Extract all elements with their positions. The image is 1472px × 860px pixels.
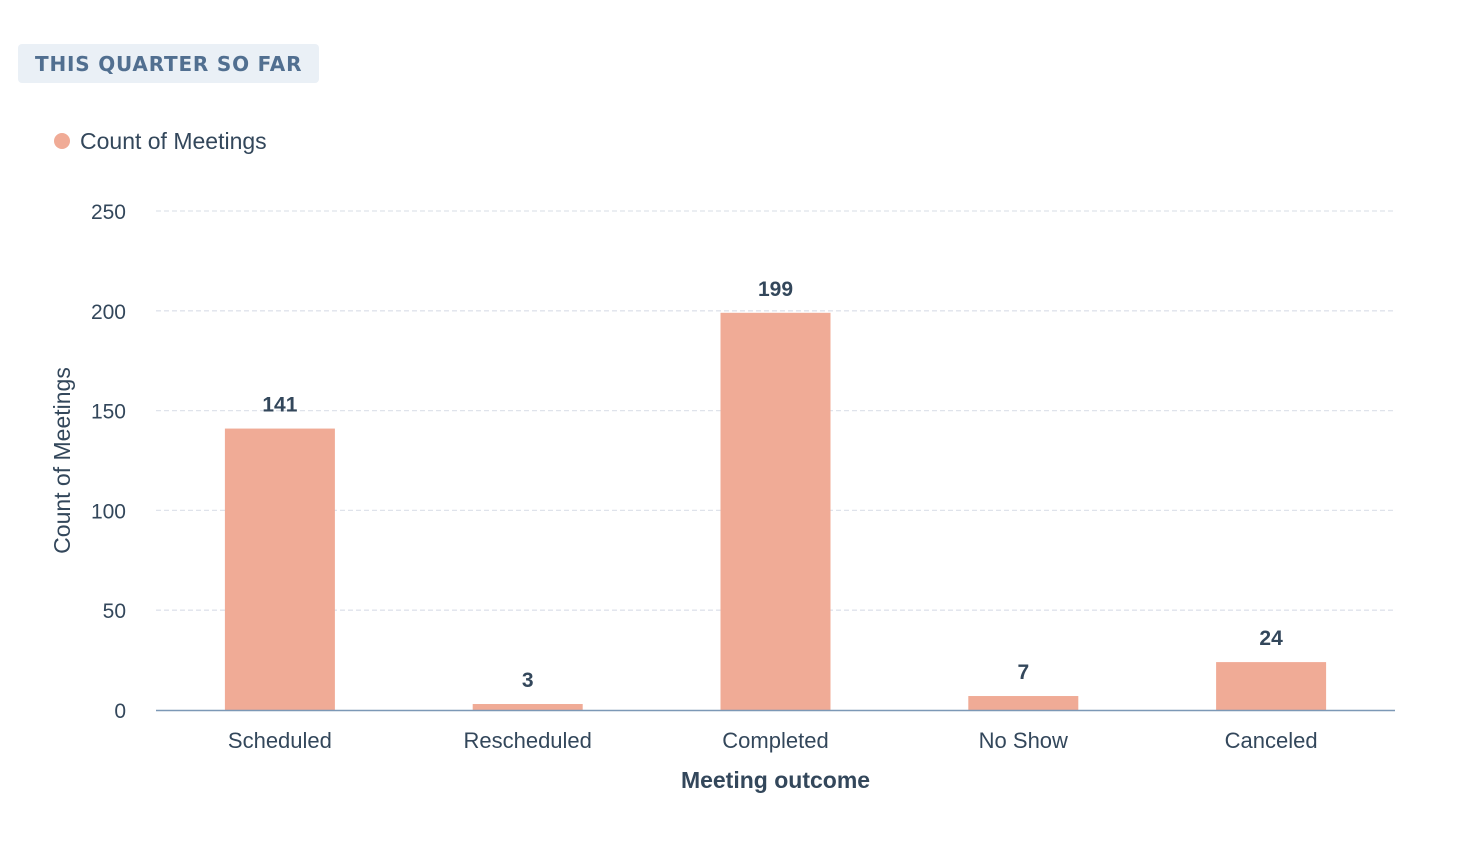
bars — [224, 312, 1327, 710]
data-labels: 141 3 199 7 24 — [262, 278, 1283, 692]
bar-no-show[interactable] — [968, 696, 1079, 710]
bar-canceled[interactable] — [1216, 662, 1327, 710]
data-label: 7 — [1017, 661, 1029, 684]
data-label: 3 — [522, 669, 534, 692]
data-label: 199 — [758, 278, 793, 301]
bar-scheduled[interactable] — [224, 428, 335, 710]
y-axis-ticks: 0 50 100 150 200 250 — [91, 201, 126, 723]
legend-label: Count of Meetings — [80, 127, 267, 154]
x-tick-label: No Show — [979, 728, 1068, 753]
y-tick-label: 0 — [114, 700, 126, 723]
y-tick-label: 200 — [91, 301, 126, 324]
date-range-chip[interactable]: THIS QUARTER SO FAR — [18, 44, 320, 83]
x-tick-label: Rescheduled — [463, 728, 591, 753]
data-label: 24 — [1259, 627, 1283, 650]
y-tick-label: 250 — [91, 201, 126, 224]
x-axis-ticks: Scheduled Rescheduled Completed No Show Canc… — [228, 728, 1318, 753]
x-tick-label: Completed — [722, 728, 828, 753]
x-tick-label: Canceled — [1225, 728, 1318, 753]
legend-swatch-dot — [54, 133, 70, 149]
chart-legend[interactable]: Count of Meetings — [54, 126, 267, 156]
bar-completed[interactable] — [720, 312, 831, 710]
date-range-label: THIS QUARTER SO FAR — [35, 51, 303, 76]
y-tick-label: 100 — [91, 500, 126, 523]
y-tick-label: 50 — [103, 600, 126, 623]
bar-rescheduled[interactable] — [472, 704, 583, 710]
x-axis-title: Meeting outcome — [681, 767, 870, 793]
data-label: 141 — [262, 394, 297, 417]
y-tick-label: 150 — [91, 401, 126, 424]
y-axis-title: Count of Meetings — [49, 367, 75, 554]
x-tick-label: Scheduled — [228, 728, 332, 753]
